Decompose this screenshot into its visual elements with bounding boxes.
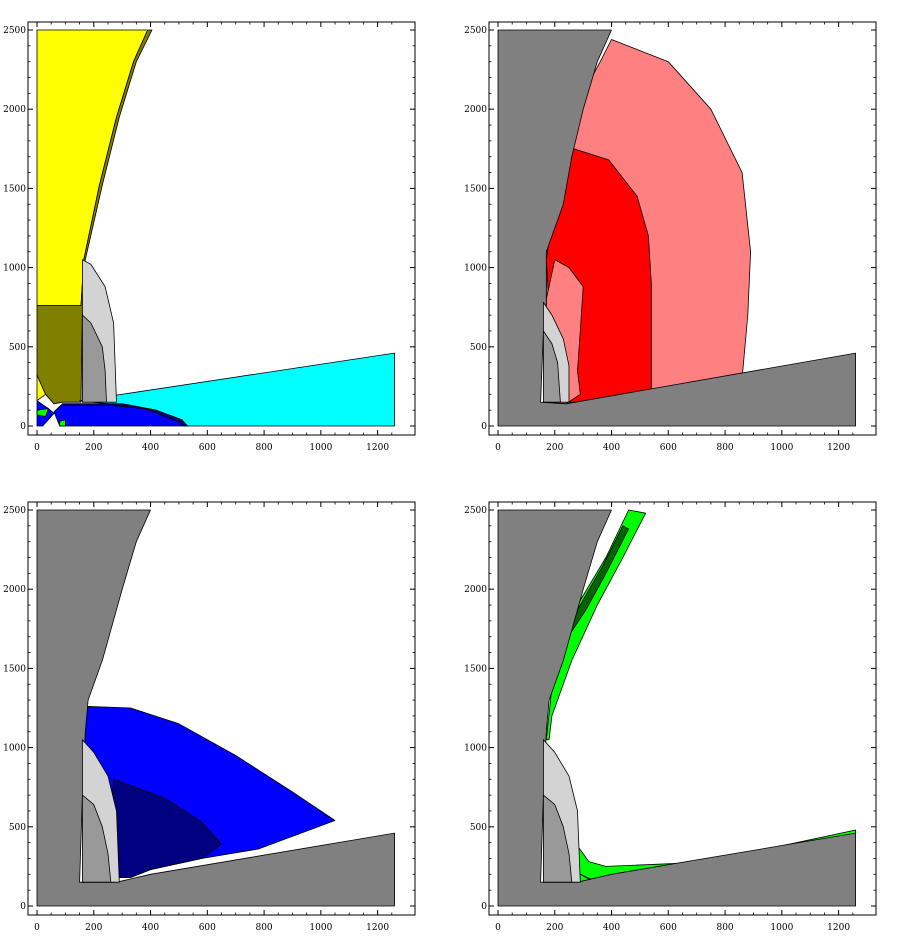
x-tick-label: 1200 [366,443,389,453]
region-group [36,509,396,907]
region-5 [497,509,856,907]
x-tick-label: 1000 [770,443,793,453]
x-tick-label: 200 [85,443,102,453]
region-group [36,29,396,427]
region-7 [543,794,573,883]
region-group [497,29,856,427]
x-tick-label: 400 [142,923,159,933]
region-5 [82,794,112,883]
x-tick-label: 800 [255,443,272,453]
region-2 [36,29,153,405]
y-tick-label: 500 [470,823,487,833]
y-tick-label: 2500 [3,26,26,36]
y-tick-label: 1000 [3,744,26,754]
x-tick-label: 0 [495,443,501,453]
chart-panel-4: 0 200 400 600 800 1000 1200 0 500 1000 1500 2000 250… [464,501,877,933]
region-9 [62,403,188,427]
y-tick-label: 1500 [3,664,26,674]
y-tick-label: 0 [20,422,26,432]
y-tick-label: 2000 [3,105,26,115]
region-3 [36,509,396,907]
y-tick-label: 2500 [3,506,26,516]
y-tick-label: 2000 [3,585,26,595]
x-tick-label: 600 [660,923,677,933]
y-tick-label: 0 [481,422,487,432]
y-tick-label: 0 [20,902,26,912]
y-tick-label: 1500 [3,184,26,194]
y-tick-label: 2000 [464,585,487,595]
region-11 [82,314,107,403]
y-tick-label: 1000 [3,264,26,274]
y-tick-label: 1000 [464,264,487,274]
y-tick-label: 0 [481,902,487,912]
x-tick-label: 1200 [366,923,389,933]
y-tick-label: 500 [9,823,26,833]
x-tick-label: 0 [34,443,40,453]
x-tick-label: 800 [716,443,733,453]
x-tick-label: 0 [34,923,40,933]
y-tick-label: 500 [470,343,487,353]
region-6 [543,330,561,403]
x-tick-label: 1200 [827,443,850,453]
region-4 [497,29,856,427]
region-group [497,509,856,907]
x-tick-label: 1200 [827,923,850,933]
y-tick-label: 2500 [464,506,487,516]
region-2 [560,525,629,641]
region-8 [59,419,66,427]
x-tick-label: 200 [546,443,563,453]
x-tick-label: 800 [255,923,272,933]
x-tick-label: 0 [495,923,501,933]
x-tick-label: 1000 [309,923,332,933]
x-tick-label: 400 [142,443,159,453]
x-tick-label: 600 [660,443,677,453]
x-tick-label: 400 [603,923,620,933]
chart-panel-1: 0 200 400 600 800 1000 1200 0 500 1000 1500 2000 250… [3,21,416,453]
region-6 [36,408,49,417]
x-tick-label: 600 [199,923,216,933]
chart-panel-2: 0 200 400 600 800 1000 1200 0 500 1000 1500 2000 250… [464,21,877,453]
x-tick-label: 200 [85,923,102,933]
y-tick-label: 1500 [464,184,487,194]
x-tick-label: 1000 [770,923,793,933]
x-tick-label: 1000 [309,443,332,453]
y-tick-label: 500 [9,343,26,353]
x-tick-label: 200 [546,923,563,933]
y-tick-label: 2000 [464,105,487,115]
region-3 [36,374,46,402]
x-tick-label: 800 [716,923,733,933]
y-tick-label: 1500 [464,664,487,674]
y-tick-label: 1000 [464,744,487,754]
x-tick-label: 600 [199,443,216,453]
y-tick-label: 2500 [464,26,487,36]
chart-panel-3: 0 200 400 600 800 1000 1200 0 500 1000 1500 2000 250… [3,501,416,933]
x-tick-label: 400 [603,443,620,453]
